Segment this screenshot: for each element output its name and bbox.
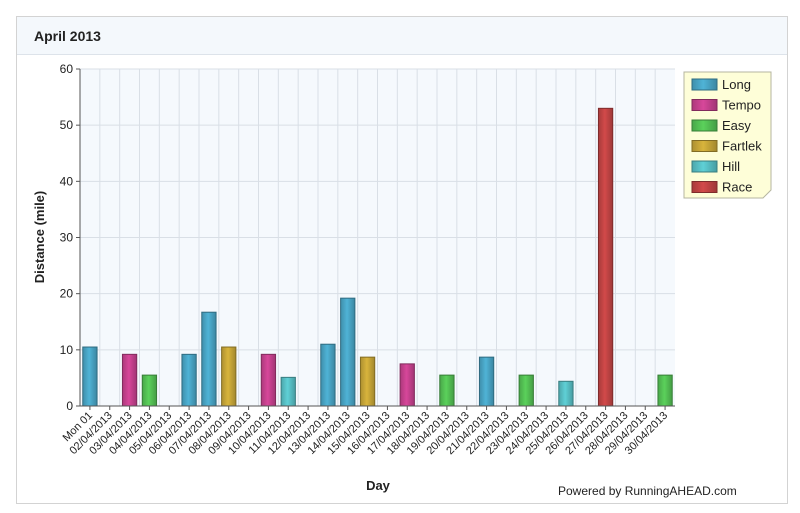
bar: 27/04/2013: 53	[597, 107, 614, 407]
y-tick-label: 60	[60, 62, 74, 76]
bar: 11/04/2013: 5.1	[280, 376, 296, 407]
legend-swatch	[691, 78, 718, 91]
legend-label: Race	[722, 180, 752, 195]
legend-swatch	[691, 181, 718, 193]
legend-label: Tempo	[722, 98, 761, 113]
x-ticks: Mon 0102/04/201303/04/201304/04/201305/0…	[61, 406, 670, 457]
legend-label: Fartlek	[722, 139, 762, 154]
y-tick-label: 0	[66, 399, 73, 413]
y-axis-label: Distance (mile)	[32, 191, 47, 283]
y-tick-label: 30	[60, 231, 74, 245]
y-tick-label: 10	[60, 343, 74, 357]
panel-header: April 2013	[17, 17, 787, 55]
bars: Mon 01: 10.5 03/04/2013: 9.204/04/2013: 5…	[82, 107, 673, 407]
bar: 07/04/2013: 16.7	[201, 311, 217, 407]
bar: 23/04/2013: 5.5	[518, 374, 534, 407]
legend-swatch	[691, 119, 718, 132]
legend: Long Tempo Easy Fartlek Hill Race	[683, 71, 772, 199]
y-ticks: 0 10 20 30 40 50 60	[60, 62, 80, 413]
bar: 15/04/2013: 8.7	[359, 356, 376, 407]
y-tick-label: 20	[60, 287, 74, 301]
legend-swatch	[691, 99, 718, 111]
bar: 25/04/2013: 4.4	[558, 380, 574, 407]
bar: 30/04/2013: 5.5	[657, 374, 673, 407]
x-axis-label: Day	[366, 478, 391, 493]
bar: 19/04/2013: 5.5	[439, 374, 455, 407]
powered-by-text: Powered by RunningAHEAD.com	[558, 484, 737, 498]
bar: 13/04/2013: 11	[320, 343, 336, 407]
bar: 06/04/2013: 9.2	[181, 353, 197, 407]
bar: Mon 01: 10.5	[82, 346, 98, 407]
panel-title: April 2013	[34, 28, 101, 44]
bar: 03/04/2013: 9.2	[121, 353, 138, 407]
legend-label: Hill	[722, 159, 740, 174]
grid	[80, 68, 675, 407]
bar: 21/04/2013: 8.7	[478, 356, 495, 407]
legend-label: Long	[722, 77, 751, 92]
y-tick-label: 50	[60, 118, 74, 132]
bar: 04/04/2013: 5.5	[141, 374, 158, 407]
bar: 17/04/2013: 7.5	[399, 363, 415, 407]
bar: 10/04/2013: 9.2	[260, 353, 277, 407]
y-tick-label: 40	[60, 174, 74, 188]
legend-label: Easy	[722, 118, 751, 133]
bar: 14/04/2013: 19.2	[340, 297, 356, 407]
legend-swatch	[691, 140, 718, 152]
bar: 08/04/2013: 10.5	[221, 346, 237, 407]
legend-swatch	[691, 160, 718, 173]
